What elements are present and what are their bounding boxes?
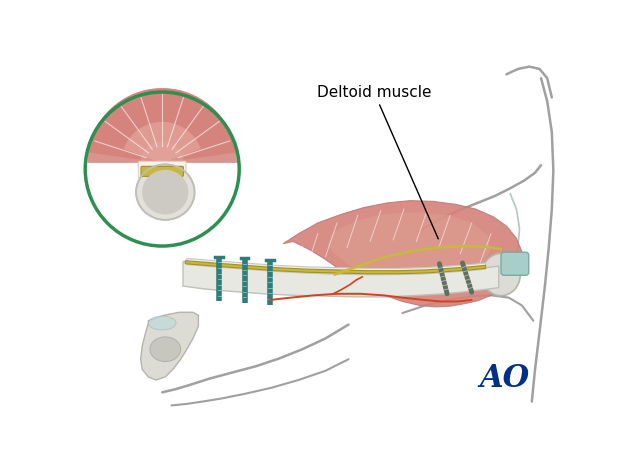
Text: AO: AO (480, 363, 530, 394)
Wedge shape (162, 88, 180, 142)
Ellipse shape (148, 316, 176, 330)
Ellipse shape (142, 170, 188, 214)
Polygon shape (187, 258, 485, 274)
Wedge shape (144, 88, 162, 142)
Wedge shape (123, 122, 201, 163)
Text: Deltoid muscle: Deltoid muscle (317, 84, 438, 239)
Wedge shape (182, 135, 236, 160)
Ellipse shape (482, 253, 520, 296)
Polygon shape (183, 262, 498, 297)
Wedge shape (88, 135, 142, 160)
Polygon shape (327, 212, 491, 286)
Wedge shape (101, 106, 148, 151)
Wedge shape (113, 96, 153, 146)
Ellipse shape (136, 164, 195, 220)
FancyBboxPatch shape (501, 252, 529, 275)
Wedge shape (93, 119, 144, 155)
Wedge shape (172, 96, 211, 146)
Wedge shape (176, 106, 223, 151)
Polygon shape (141, 312, 198, 380)
Wedge shape (87, 88, 237, 163)
Circle shape (84, 91, 240, 247)
Ellipse shape (150, 337, 180, 362)
Polygon shape (185, 261, 485, 274)
FancyBboxPatch shape (138, 162, 186, 178)
Wedge shape (167, 90, 197, 144)
Wedge shape (128, 90, 157, 144)
Wedge shape (180, 119, 232, 155)
FancyBboxPatch shape (141, 166, 184, 176)
Polygon shape (283, 201, 522, 307)
